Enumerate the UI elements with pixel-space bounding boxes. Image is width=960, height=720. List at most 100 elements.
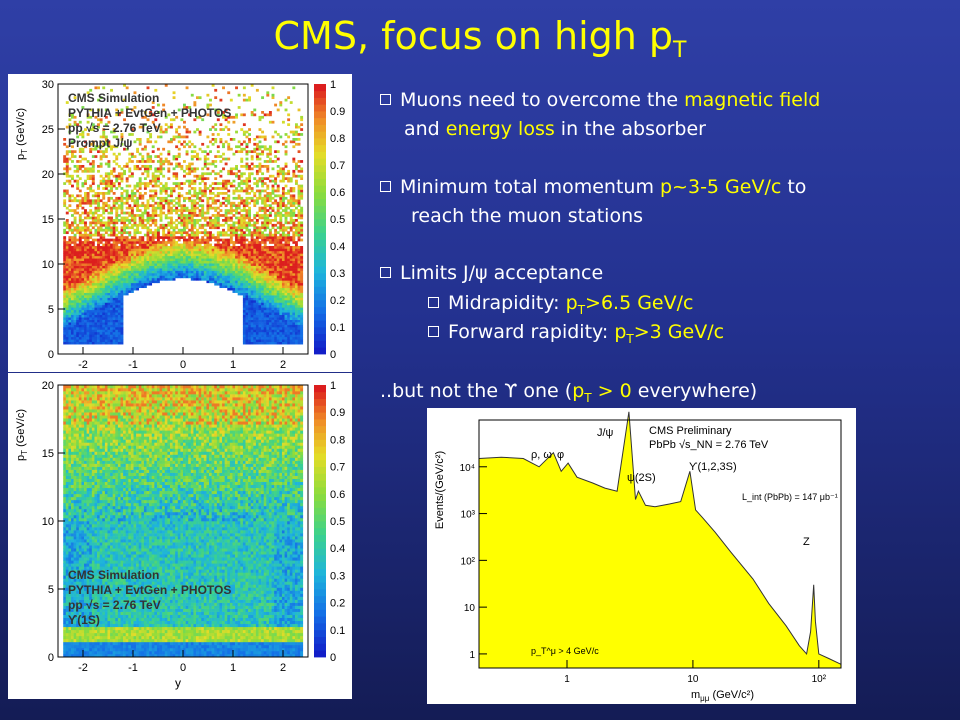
heatmap-jpsi: -2 -1 0 1 2 0 5 10 15 20 25 30 0 0.1 0.2 0.3 0.4 0.5 0.6 0.… [8,74,352,372]
header-cms-preliminary: CMS Preliminary [649,425,732,437]
y-tick-label: 30 [42,79,54,91]
colorbar-segment [314,432,326,440]
colorbar-segment [314,643,326,651]
colorbar-segment [314,650,326,658]
colorbar-segment [314,144,326,152]
colorbar-label: 0.2 [330,598,345,610]
colorbar-segment [314,568,326,576]
x-tick-label: -1 [128,662,138,674]
colorbar-label: 0.8 [330,434,345,446]
bullet-muons: Muons need to overcome the magnetic fiel… [380,86,820,114]
colorbar-label: 0.6 [330,489,345,501]
legend-line: ϒ(1S) [68,613,100,627]
y-tick-label: 20 [42,380,54,392]
colorbar-label: 0.7 [330,160,345,172]
colorbar-segment [314,300,326,308]
y-tick-label: 15 [42,214,54,226]
colorbar-segment [314,212,326,220]
x-tick-label: 10² [812,674,827,685]
colorbar-segment [314,534,326,542]
peak-label: φ [557,449,564,461]
bullet-momentum: Minimum total momentum p~3-5 GeV/c to [380,173,806,201]
x-tick-label: 1 [230,359,236,371]
colorbar-label: 0.3 [330,268,345,280]
colorbar-segment [314,293,326,301]
colorbar-segment [314,398,326,406]
colorbar-segment [314,286,326,294]
peak-label: ψ(2S) [627,472,656,484]
colorbar-label: 0.6 [330,187,345,199]
colorbar-segment [314,225,326,233]
colorbar-segment [314,259,326,267]
y-tick-label: 10 [42,259,54,271]
x-tick-label: -1 [128,359,138,371]
colorbar-segment [314,131,326,139]
colorbar-segment [314,246,326,254]
colorbar-segment [314,541,326,549]
colorbar-segment [314,320,326,328]
colorbar-label: 0.9 [330,106,345,118]
bullet-upsilon: ..but not the ϒ one (pT > 0 everywhere) [380,380,758,405]
colorbar-segment [314,347,326,355]
x-tick-label: 2 [280,359,286,371]
colorbar-segment [314,333,326,341]
x-tick-label: 1 [564,674,570,685]
legend-line: CMS Simulation [68,568,159,582]
checkbox-bullet-icon [428,297,439,308]
colorbar-segment [314,104,326,112]
colorbar-segment [314,158,326,166]
x-axis-label: y [175,676,181,690]
colorbar-segment [314,507,326,515]
colorbar-segment [314,124,326,132]
x-axis-label: mμμ (GeV/c²) [691,689,754,703]
legend-line: PYTHIA + EvtGen + PHOTOS [68,583,231,597]
y-axis-label: pT (GeV/c) [15,108,29,160]
colorbar-segment [314,623,326,631]
y-tick-label: 20 [42,169,54,181]
colorbar-label: 0.3 [330,570,345,582]
peak-label: ϒ(1,2,3S) [689,461,737,473]
colorbar-segment [314,595,326,603]
colorbar-label: 0.4 [330,241,345,253]
colorbar-segment [314,117,326,125]
x-tick-label: 1 [230,662,236,674]
bullet-momentum-cont: reach the muon stations [411,205,644,227]
colorbar-segment [314,487,326,495]
colorbar-label: 1 [330,380,336,392]
y-tick-label: 0 [48,652,54,664]
colorbar-segment [314,198,326,206]
y-tick-label: 10 [464,603,476,614]
colorbar-segment [314,459,326,467]
colorbar-segment [314,252,326,260]
colorbar-segment [314,480,326,488]
colorbar-segment [314,273,326,281]
colorbar-segment [314,232,326,240]
x-tick-label: -2 [78,359,88,371]
colorbar-segment [314,446,326,454]
colorbar-segment [314,340,326,348]
peak-label: ρ, ω [531,449,552,461]
colorbar-segment [314,385,326,393]
colorbar-segment [314,412,326,420]
colorbar-segment [314,473,326,481]
header-collision-system: PbPb √s_NN = 2.76 TeV [649,439,769,451]
checkbox-bullet-icon [428,326,439,337]
x-tick-label: 0 [180,662,186,674]
bullet-muons-cont: and energy loss in the absorber [404,118,706,140]
colorbar-segment [314,178,326,186]
colorbar-segment [314,313,326,321]
colorbar-segment [314,500,326,508]
colorbar-segment [314,192,326,200]
spectrum-line [478,411,842,665]
colorbar-label: 0 [330,652,336,664]
legend-line: CMS Simulation [68,91,159,105]
colorbar-segment [314,185,326,193]
bullet-acceptance: Limits J/ψ acceptance [380,259,603,287]
colorbar-segment [314,111,326,119]
colorbar-segment [314,548,326,556]
colorbar-segment [314,84,326,92]
y-tick-label: 1 [469,650,475,661]
plot-frame [478,419,842,669]
legend-line: Prompt J/ψ [68,136,132,150]
colorbar-label: 0.5 [330,214,345,226]
